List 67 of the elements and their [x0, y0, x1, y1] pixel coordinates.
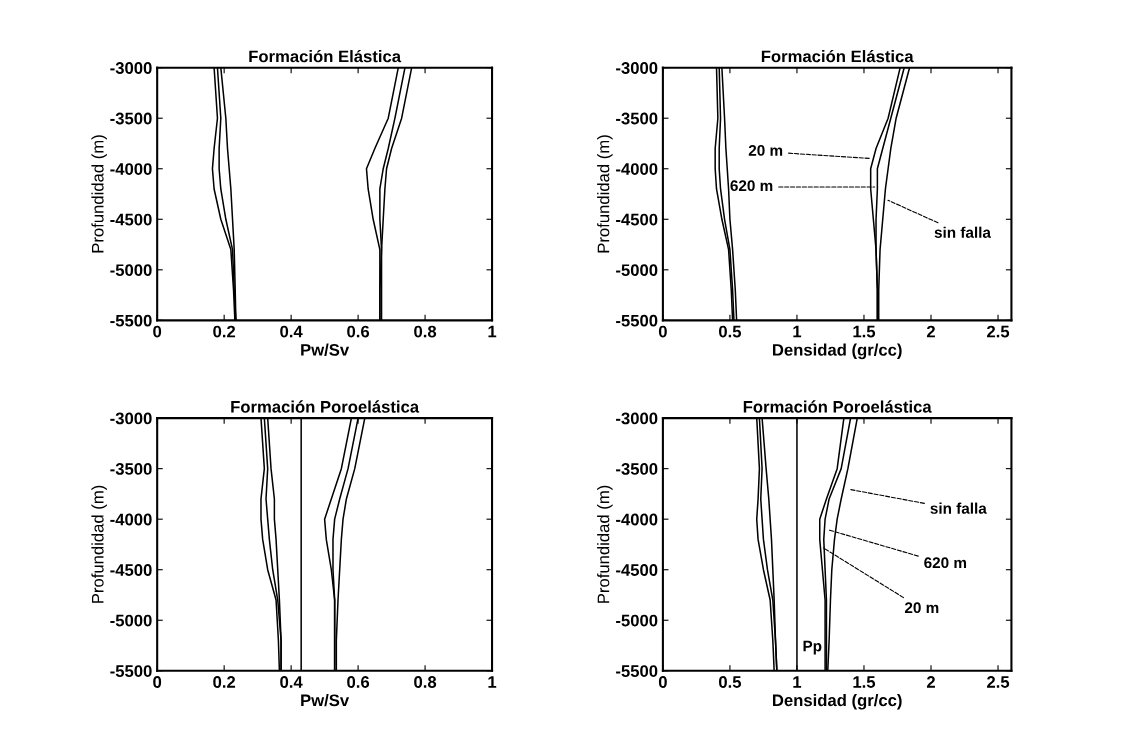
y-tick-label: -5000 — [616, 614, 658, 627]
x-axis-title: Pw/Sv — [301, 693, 350, 707]
x-tick-label: 0.4 — [280, 676, 303, 688]
y-tick-label: -5000 — [110, 614, 152, 627]
x-tick-label: 0.5 — [719, 325, 742, 338]
y-tick-label: -4500 — [616, 564, 658, 576]
y-axis-title: Profundidad (m) — [597, 135, 613, 253]
x-axis-title: Densidad (gr/cc) — [772, 343, 902, 360]
x-tick-label: 2.5 — [987, 325, 1010, 338]
x-tick-label: 1 — [793, 325, 802, 338]
chart-title: Formación Elástica — [761, 49, 914, 63]
annotation: 620 m — [730, 180, 773, 192]
y-tick-label: -5000 — [110, 264, 152, 277]
x-tick-label: 0.8 — [414, 325, 437, 338]
x-tick-label: 0.5 — [719, 676, 742, 688]
x-tick-label: 0.2 — [213, 325, 236, 338]
annotation: 20 m — [904, 602, 939, 614]
chart-title: Formación Poroelástica — [743, 400, 932, 413]
x-tick-label: 0.8 — [414, 676, 437, 688]
x-tick-label: 0 — [658, 325, 667, 338]
x-tick-label: 1.5 — [853, 325, 876, 338]
y-tick-label: -4000 — [616, 163, 658, 175]
ref-line-label: Pp — [803, 640, 822, 655]
x-tick-label: 1.5 — [853, 676, 876, 688]
y-tick-label: -4500 — [110, 213, 152, 226]
annotation: sin falla — [934, 226, 992, 238]
x-tick-label: 0.6 — [347, 325, 370, 338]
x-tick-label: 1 — [793, 676, 802, 688]
y-tick-label: -5000 — [616, 264, 658, 277]
y-tick-label: -4000 — [616, 513, 658, 526]
y-tick-label: -3000 — [616, 412, 658, 425]
y-tick-label: -5500 — [110, 665, 152, 677]
chart-title: Formación Elástica — [249, 49, 402, 63]
x-tick-label: 1 — [488, 325, 497, 338]
x-tick-label: 2 — [926, 325, 935, 338]
y-tick-label: -5500 — [110, 314, 152, 327]
y-tick-label: -3000 — [110, 412, 152, 425]
y-tick-label: -5500 — [616, 314, 658, 327]
y-tick-label: -4000 — [110, 163, 152, 175]
y-tick-label: -3000 — [616, 62, 658, 74]
x-tick-label: 0 — [153, 325, 162, 338]
annotation: 620 m — [924, 557, 967, 569]
x-axis-title: Densidad (gr/cc) — [772, 693, 902, 710]
x-tick-label: 2.5 — [987, 676, 1010, 688]
annotation: 20 m — [748, 144, 783, 156]
x-tick-label: 0.2 — [213, 676, 236, 688]
y-tick-label: -3500 — [616, 463, 658, 475]
y-tick-label: -3500 — [110, 463, 152, 475]
x-tick-label: 2 — [926, 676, 935, 688]
x-tick-label: 0.6 — [347, 676, 370, 688]
y-axis-title: Profundidad (m) — [91, 485, 107, 603]
x-tick-label: 0 — [658, 676, 667, 688]
x-tick-label: 0 — [153, 676, 162, 688]
y-tick-label: -3000 — [110, 62, 152, 74]
y-axis-title: Profundidad (m) — [91, 135, 107, 253]
chart-title: Formación Poroelástica — [231, 400, 420, 413]
x-tick-label: 0.4 — [280, 325, 303, 338]
y-axis-title: Profundidad (m) — [597, 485, 613, 603]
annotation: sin falla — [930, 502, 987, 514]
y-tick-label: -4000 — [110, 513, 152, 526]
y-tick-label: -4500 — [616, 213, 658, 226]
x-tick-label: 1 — [488, 676, 497, 688]
y-tick-label: -4500 — [110, 564, 152, 576]
y-tick-label: -3500 — [616, 112, 658, 125]
y-tick-label: -5500 — [616, 665, 658, 677]
x-axis-title: Pw/Sv — [301, 343, 350, 356]
y-tick-label: -3500 — [110, 112, 152, 125]
